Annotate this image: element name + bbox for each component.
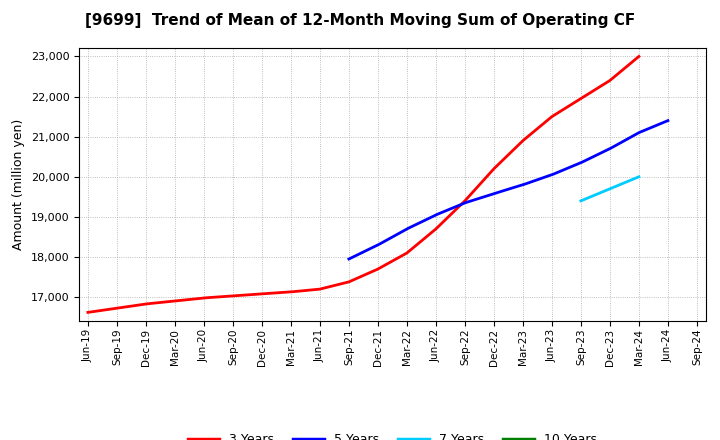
Text: [9699]  Trend of Mean of 12-Month Moving Sum of Operating CF: [9699] Trend of Mean of 12-Month Moving … (85, 13, 635, 28)
Y-axis label: Amount (million yen): Amount (million yen) (12, 119, 25, 250)
Legend: 3 Years, 5 Years, 7 Years, 10 Years: 3 Years, 5 Years, 7 Years, 10 Years (183, 429, 602, 440)
